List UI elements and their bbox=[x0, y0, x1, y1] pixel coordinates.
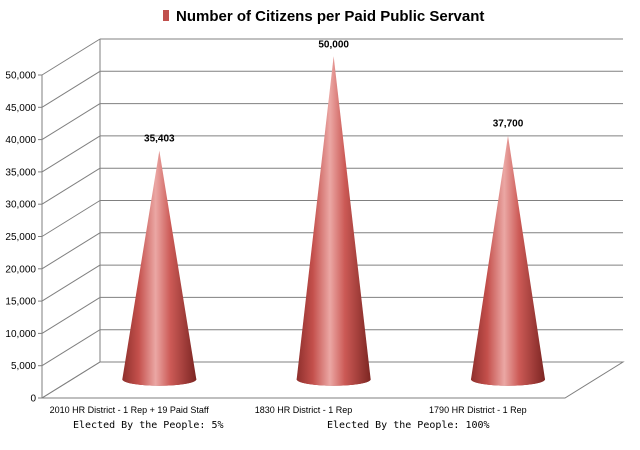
data-label: 50,000 bbox=[318, 39, 349, 50]
data-label: 37,700 bbox=[493, 119, 524, 130]
gridline-side bbox=[41, 38, 101, 76]
note-left: Elected By the People: 5% bbox=[73, 420, 224, 431]
cone-bar bbox=[470, 135, 545, 386]
gridline-side bbox=[41, 200, 101, 237]
y-tick-label: 50,000 bbox=[5, 71, 36, 82]
y-tick-label: 5,000 bbox=[11, 361, 36, 372]
y-tick-label: 15,000 bbox=[5, 297, 36, 308]
gridline-side bbox=[41, 103, 101, 141]
gridline-side bbox=[41, 296, 101, 334]
note-right: Elected By the People: 100% bbox=[327, 420, 490, 431]
x-category-label: 1790 HR District - 1 Rep bbox=[429, 405, 527, 415]
y-tick-label: 20,000 bbox=[5, 264, 36, 275]
chart-title: Number of Citizens per Paid Public Serva… bbox=[176, 8, 484, 25]
cone-bar bbox=[122, 150, 197, 386]
y-tick-label: 40,000 bbox=[5, 135, 36, 146]
y-tick-label: 10,000 bbox=[5, 329, 36, 340]
gridline-side bbox=[41, 232, 101, 270]
gridline-side bbox=[41, 361, 101, 399]
y-tick-label: 35,000 bbox=[5, 167, 36, 178]
y-tick-label: 45,000 bbox=[5, 103, 36, 114]
y-tick-label: 0 bbox=[30, 394, 36, 405]
x-category-label: 1830 HR District - 1 Rep bbox=[255, 405, 353, 415]
gridline-side bbox=[41, 167, 101, 205]
gridline-side bbox=[41, 135, 101, 173]
gridline-side bbox=[41, 329, 101, 367]
legend-swatch bbox=[163, 10, 169, 21]
y-tick-label: 25,000 bbox=[5, 232, 36, 243]
gridline-side bbox=[41, 70, 101, 108]
x-category-label: 2010 HR District - 1 Rep + 19 Paid Staff bbox=[50, 405, 210, 415]
cone-bar bbox=[296, 56, 371, 386]
y-tick-label: 30,000 bbox=[5, 200, 36, 211]
data-label: 35,403 bbox=[144, 134, 175, 145]
gridline-side bbox=[41, 264, 101, 302]
